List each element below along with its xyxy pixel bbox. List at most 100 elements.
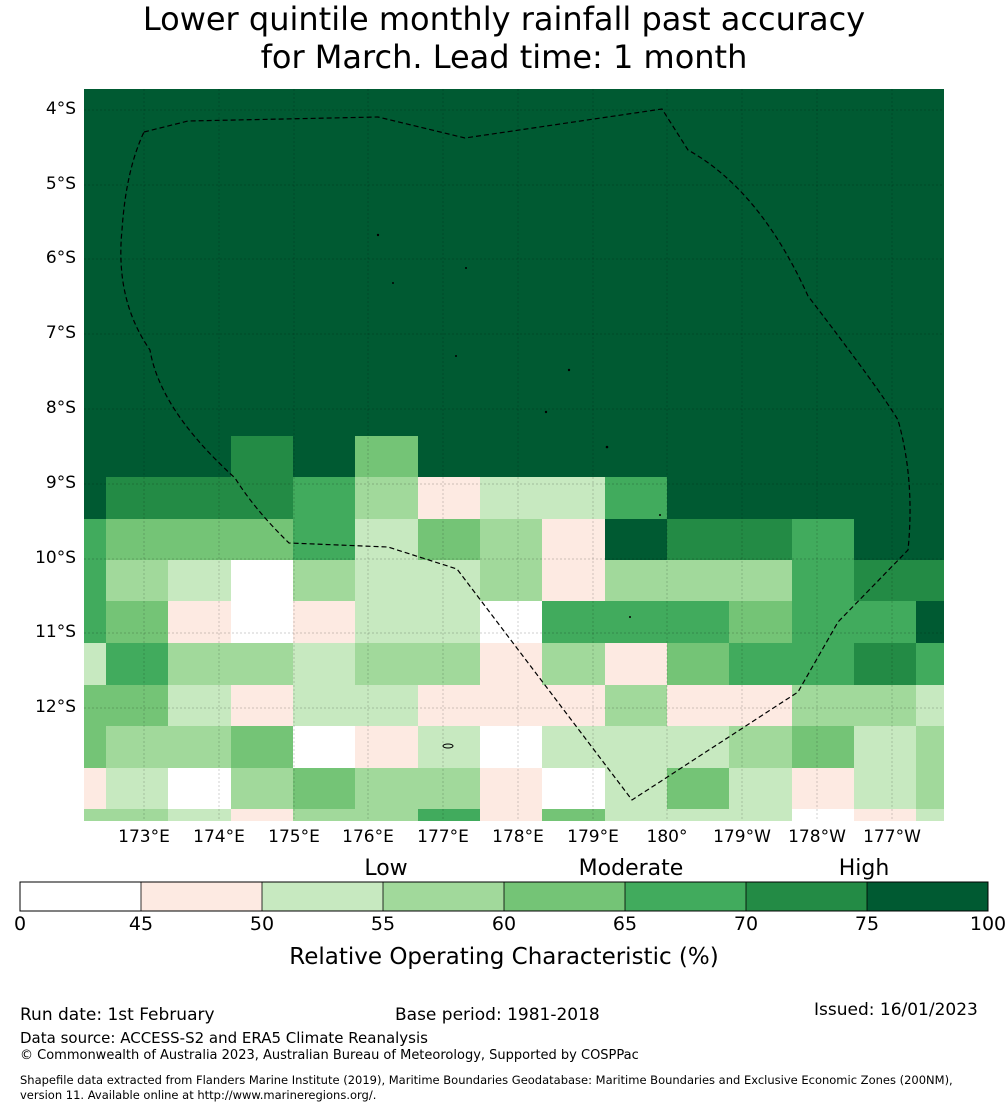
roc-cell [792,519,854,560]
roc-cell [418,685,605,726]
roc-cell [84,643,106,685]
lon-label: 178°W [788,827,846,847]
roc-cell [792,560,854,601]
lon-label: 174°E [193,827,245,847]
colorbar-tick-label: 0 [13,913,27,935]
lon-label: 176°E [342,827,394,847]
roc-cell [293,726,355,768]
roc-cell [916,726,944,768]
roc-cell [542,768,605,809]
roc-cell [84,601,106,643]
roc-cell [355,436,418,477]
roc-cell [916,685,944,726]
roc-cell [792,685,916,726]
lon-label: 173°E [118,827,170,847]
roc-cell [293,601,355,643]
roc-cell [418,519,480,560]
roc-cell [792,768,854,809]
roc-cell [605,643,667,685]
roc-cell [293,560,355,601]
roc-cell [355,726,418,768]
colorbar-segment [625,882,746,911]
roc-cell [792,601,916,643]
roc-cell [168,768,231,809]
roc-cell [231,768,293,809]
roc-cell [84,768,106,809]
roc-cell [84,477,106,519]
lat-label: 5°S [45,174,76,194]
roc-cell [418,436,944,477]
roc-cell [854,643,916,685]
roc-cell [916,601,944,643]
roc-cell [231,436,293,477]
roc-cell [106,768,168,809]
roc-cell [106,726,231,768]
lon-label: 178°E [492,827,544,847]
roc-cell [231,560,293,601]
lon-label: 180° [646,827,688,847]
colorbar-tick-label: 70 [733,913,759,935]
roc-cell [293,643,355,685]
colorbar [20,882,988,911]
colorbar-segment [504,882,625,911]
roc-cell [355,560,480,601]
roc-cell [792,726,854,768]
roc-cell [542,643,605,685]
colorbar-tick-label: 100 [969,913,1007,935]
colorbar-segment [20,882,141,911]
lat-label: 11°S [35,622,76,642]
roc-cell [84,89,944,436]
roc-cell [106,477,293,519]
roc-cell [168,601,231,643]
roc-cell [916,768,944,809]
roc-cell [84,560,106,601]
roc-cell [854,768,916,809]
roc-cell [667,685,792,726]
roc-cell [168,809,231,821]
shapefile-credit-line2: version 11. Available online at http://w… [20,1088,377,1102]
copyright: © Commonwealth of Australia 2023, Austra… [20,1048,639,1063]
roc-cell [480,768,542,809]
colorbar-frame [19,881,989,912]
data-source: Data source: ACCESS-S2 and ERA5 Climate … [20,1029,428,1047]
colorbar-segment [867,882,988,911]
roc-cell [168,560,231,601]
roc-cell [605,560,792,601]
roc-cell [231,685,293,726]
roc-cell [355,477,418,519]
roc-cell [667,643,729,685]
roc-cell [605,519,667,560]
roc-cell [231,601,293,643]
roc-cell [854,809,916,821]
roc-cell [605,477,667,519]
lat-label: 10°S [35,548,76,568]
roc-cell [293,519,355,560]
roc-cell [667,477,944,519]
roc-cell [542,726,729,768]
roc-cell [480,809,542,821]
roc-cell [916,809,944,821]
roc-cell [84,726,106,768]
roc-cell [854,726,916,768]
graticule [84,89,944,821]
roc-cell [729,601,792,643]
roc-cell [418,726,480,768]
roc-cell [84,436,231,477]
roc-cell [667,519,792,560]
colorbar-tick-label: 65 [612,913,638,935]
roc-cell [480,519,542,560]
roc-cell [854,519,944,560]
roc-cell [418,477,480,519]
map-title-line2: for March. Lead time: 1 month [260,38,748,76]
roc-cell [84,685,168,726]
roc-cell [355,643,480,685]
run-date: Run date: 1st February [20,1005,215,1025]
roc-cell [605,768,667,809]
colorbar-tick-label: 50 [249,913,275,935]
colorbar-segment [262,882,383,911]
roc-cell [792,809,854,821]
lon-label: 179°W [713,827,771,847]
colorbar-title: Relative Operating Characteristic (%) [289,944,719,970]
roc-cell [605,809,792,821]
roc-cell [542,560,605,601]
